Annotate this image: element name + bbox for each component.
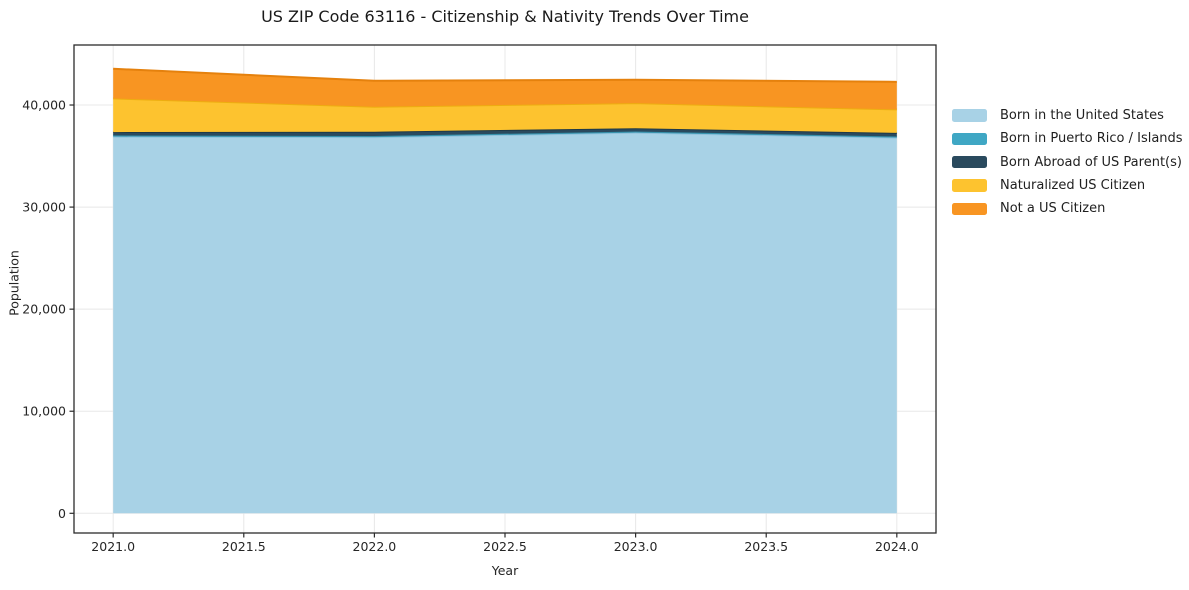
x-tick-label: 2024.0 bbox=[875, 539, 919, 554]
y-axis-label: Population bbox=[6, 250, 22, 316]
legend-swatch-icon bbox=[952, 132, 987, 146]
area-naturalized-us-citizen bbox=[113, 98, 897, 133]
legend-label: Born in the United States bbox=[1000, 108, 1164, 124]
legend-item-not-a-us-citizen: Not a US Citizen bbox=[952, 197, 1183, 220]
y-tick-label: 40,000 bbox=[22, 98, 66, 113]
y-tick-label: 30,000 bbox=[22, 200, 66, 215]
legend-label: Naturalized US Citizen bbox=[1000, 178, 1146, 194]
legend-label: Born in Puerto Rico / Islands bbox=[1000, 131, 1183, 147]
legend-item-born-in-the-united-states: Born in the United States bbox=[952, 104, 1183, 127]
x-tick-label: 2022.0 bbox=[353, 539, 397, 554]
legend-label: Born Abroad of US Parent(s) bbox=[1000, 154, 1182, 170]
legend-swatch-icon bbox=[952, 179, 987, 192]
legend-swatch-icon bbox=[952, 202, 987, 216]
legend-item-born-abroad-of-us-parent-s: Born Abroad of US Parent(s) bbox=[952, 151, 1183, 174]
legend-swatch-icon bbox=[952, 155, 987, 169]
area-edge-not-a-us-citizen bbox=[113, 67, 897, 83]
x-tick-label: 2023.0 bbox=[614, 539, 658, 554]
x-tick-label: 2023.5 bbox=[744, 539, 788, 554]
legend-label: Not a US Citizen bbox=[1000, 201, 1106, 217]
y-tick-label: 10,000 bbox=[22, 404, 66, 419]
x-tick-label: 2021.0 bbox=[91, 539, 135, 554]
legend: Born in the United States Born in Puerto … bbox=[952, 104, 1183, 220]
chart-title: US ZIP Code 63116 - Citizenship & Nativi… bbox=[261, 7, 749, 26]
area-not-a-us-citizen bbox=[113, 68, 897, 110]
y-tick-label: 20,000 bbox=[22, 302, 66, 317]
legend-swatch-icon bbox=[952, 109, 987, 122]
x-tick-label: 2021.5 bbox=[222, 539, 266, 554]
legend-item-born-in-puerto-rico-islands: Born in Puerto Rico / Islands bbox=[952, 127, 1183, 150]
x-axis-label: Year bbox=[491, 563, 519, 578]
legend-item-naturalized-us-citizen: Naturalized US Citizen bbox=[952, 174, 1183, 197]
y-tick-label: 0 bbox=[58, 506, 66, 521]
x-tick-label: 2022.5 bbox=[483, 539, 527, 554]
area-born-in-the-united-states bbox=[113, 132, 897, 514]
